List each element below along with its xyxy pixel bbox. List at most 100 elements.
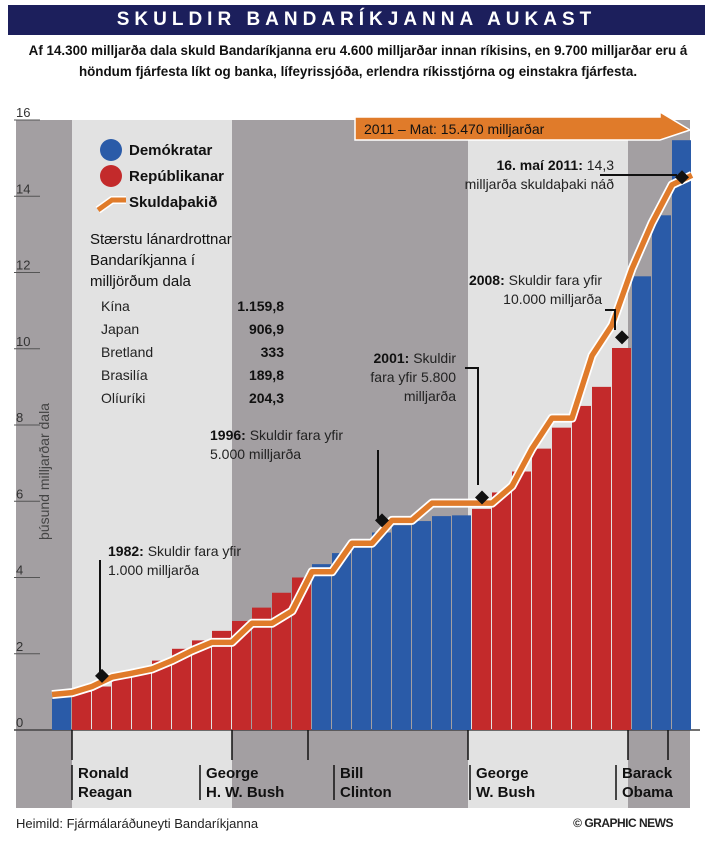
- bar: [72, 691, 91, 730]
- legend-democrat-label: Demókratar: [129, 142, 213, 159]
- milestone-marker: [615, 330, 629, 345]
- bar: [92, 686, 111, 730]
- milestone-marker: [95, 668, 109, 683]
- creditors-title: Bandaríkjanna í: [90, 252, 196, 269]
- bar: [652, 215, 671, 730]
- source-note: Heimild: Fjármálaráðuneyti Bandaríkjanna: [16, 816, 259, 831]
- bar: [272, 592, 291, 730]
- estimate-label: 2011 – Mat: 15.470 milljarðar: [364, 121, 545, 137]
- y-tick-label: 2: [16, 639, 23, 654]
- y-tick-label: 10: [16, 334, 30, 349]
- legend-republican-swatch: [100, 165, 122, 187]
- legend-democrat-swatch: [100, 139, 122, 161]
- bar: [632, 276, 651, 730]
- bar: [412, 521, 431, 730]
- bar: [512, 471, 531, 730]
- president-name: George: [476, 765, 529, 782]
- bar: [372, 532, 391, 730]
- bar: [672, 140, 691, 731]
- bar: [452, 515, 471, 730]
- president-name: Reagan: [78, 784, 132, 801]
- annotation-1982-line2: 1.000 milljarða: [108, 562, 199, 578]
- creditor-value: 1.159,8: [237, 298, 284, 314]
- y-tick-label: 12: [16, 258, 30, 273]
- legend-ceiling-swatch: [96, 197, 126, 213]
- y-tick-label: 14: [16, 181, 30, 196]
- annotation-1982: 1982: Skuldir fara yfir: [108, 543, 241, 559]
- creditor-country: Kína: [101, 298, 130, 314]
- bar: [292, 577, 311, 730]
- bar: [312, 564, 331, 730]
- bar: [252, 607, 271, 730]
- y-tick-label: 4: [16, 563, 23, 578]
- y-tick-label: 6: [16, 486, 23, 501]
- annotation-2008-line2: 10.000 milljarða: [503, 291, 602, 307]
- estimate-box: [354, 110, 692, 141]
- bar: [552, 427, 571, 730]
- bar: [612, 347, 631, 730]
- creditor-value: 333: [261, 344, 285, 360]
- president-name: Clinton: [340, 784, 392, 801]
- bar: [532, 448, 551, 730]
- era-band-bottom: [72, 730, 232, 808]
- annotation-2001-line2: fara yfir 5.800: [370, 369, 456, 385]
- milestone-marker: [675, 170, 689, 185]
- y-axis-label: þúsund milljarðar dala: [36, 403, 52, 540]
- annotation-2001: 2001: Skuldir: [374, 350, 457, 366]
- legend-ceiling-label: Skuldaþakið: [129, 194, 217, 211]
- bar: [232, 620, 251, 730]
- bar: [112, 677, 131, 730]
- era-band-bottom: [232, 730, 308, 808]
- legend-republican-label: Repúblikanar: [129, 168, 224, 185]
- bar: [332, 553, 351, 730]
- president-name: Barack: [622, 765, 673, 782]
- president-name: Ronald: [78, 765, 129, 782]
- annotation-2001-line3: milljarða: [404, 388, 456, 404]
- creditor-value: 189,8: [249, 367, 284, 383]
- president-name: Bill: [340, 765, 363, 782]
- bar: [132, 670, 151, 730]
- milestone-marker: [475, 490, 489, 505]
- bar: [52, 695, 71, 730]
- bar: [352, 542, 371, 730]
- bar: [192, 640, 211, 730]
- leader-line: [465, 367, 479, 485]
- credit-logo: © GRAPHIC NEWS: [573, 816, 673, 830]
- y-tick-label: 8: [16, 410, 23, 425]
- annotation-2011-line2: milljarða skuldaþaki náð: [465, 176, 615, 192]
- creditor-country: Bretland: [101, 344, 153, 360]
- president-name: W. Bush: [476, 784, 535, 801]
- bar: [152, 660, 171, 730]
- president-name: H. W. Bush: [206, 784, 284, 801]
- chart-subtitle: Af 14.300 milljarða dala skuld Bandaríkj…: [28, 43, 688, 79]
- era-band-bottom: [468, 730, 628, 808]
- bar: [472, 508, 491, 730]
- creditors-title: Stærstu lánardrottnar: [90, 231, 232, 248]
- annotation-2008: 2008: Skuldir fara yfir: [469, 272, 602, 288]
- bar: [392, 525, 411, 730]
- ceiling-line: [51, 172, 694, 698]
- creditors-title: milljörðum dala: [90, 273, 192, 290]
- y-tick-label: 16: [16, 105, 30, 120]
- creditor-value: 204,3: [249, 390, 284, 406]
- annotation-1996: 1996: Skuldir fara yfir: [210, 427, 343, 443]
- bar: [572, 405, 591, 730]
- y-tick-label: 0: [16, 715, 23, 730]
- leader-line: [605, 309, 616, 330]
- era-band-bottom: [628, 730, 690, 808]
- chart-title: SKULDIR BANDARÍKJANNA AUKAST: [8, 5, 705, 35]
- creditor-country: Japan: [101, 321, 139, 337]
- bar: [592, 386, 611, 730]
- era-band-bottom: [16, 730, 72, 808]
- creditor-country: Olíuríki: [101, 390, 145, 406]
- bar: [432, 516, 451, 730]
- era-band: [72, 120, 232, 730]
- bar: [212, 630, 231, 730]
- annotation-2011: 16. maí 2011: 14,3: [496, 157, 614, 173]
- president-name: George: [206, 765, 259, 782]
- president-name: Obama: [622, 784, 674, 801]
- creditor-value: 906,9: [249, 321, 284, 337]
- creditor-country: Brasilía: [101, 367, 148, 383]
- annotation-1996-line2: 5.000 milljarða: [210, 446, 301, 462]
